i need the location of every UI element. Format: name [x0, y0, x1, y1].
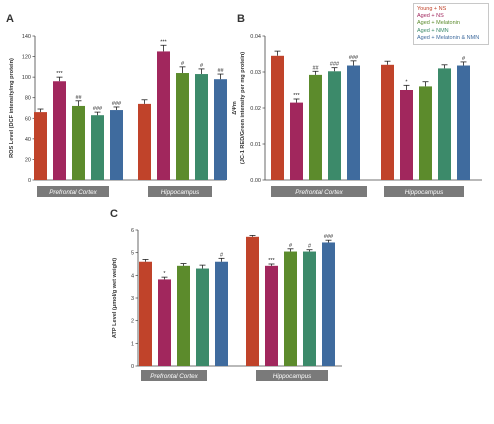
y-axis-label: ATP Level (μmol/g wet weight) [112, 258, 118, 338]
significance-label: # [289, 243, 293, 249]
chart-panel-c: C 0 1 2 3 4 5 6 ATP Level (μmol/g wet weight) * # P… [110, 208, 342, 381]
bar [457, 65, 470, 180]
significance-label: # [200, 63, 204, 69]
significance-label: ## [312, 65, 319, 71]
bar [303, 251, 316, 366]
bar [322, 242, 335, 366]
bar [271, 55, 284, 180]
bar [177, 265, 190, 366]
panel-label: C [110, 208, 118, 220]
category-label: Hippocampus [161, 189, 200, 196]
significance-label: ### [324, 234, 334, 240]
bar [400, 90, 413, 180]
y-tick-label: 80 [25, 96, 31, 102]
bar [347, 65, 360, 180]
bar [91, 115, 104, 180]
bar [196, 268, 209, 366]
bar [309, 74, 322, 180]
category-label: Hippocampus [273, 373, 312, 380]
y-tick-label: 0.03 [250, 70, 261, 76]
y-tick-label: 20 [25, 157, 31, 163]
category-label-box [37, 186, 109, 197]
category-label: Prefrontal Cortex [150, 373, 198, 380]
y-tick-label: 5 [131, 251, 134, 257]
significance-label: *** [268, 258, 275, 264]
y-tick-label: 120 [22, 55, 31, 61]
category-label-box [148, 186, 212, 197]
category-label-box [271, 186, 367, 197]
bar [214, 79, 227, 180]
bar [158, 279, 171, 366]
significance-label: # [308, 244, 312, 250]
significance-label: # [462, 56, 466, 62]
y-tick-label: 0.02 [250, 106, 261, 112]
y-tick-label: 6 [131, 228, 134, 234]
y-tick-label: 4 [131, 273, 134, 279]
bar [138, 103, 151, 180]
panel-label: B [237, 13, 245, 25]
bar [438, 68, 451, 180]
bar [72, 105, 85, 180]
y-tick-label: 140 [22, 34, 31, 40]
significance-label: ## [217, 68, 224, 74]
y-tick-label: 0.00 [250, 178, 261, 184]
bar [195, 74, 208, 180]
y-tick-label: 40 [25, 137, 31, 143]
y-axis-label: (JC-1 RED/Green intensity per mg protein… [240, 52, 246, 164]
y-tick-label: 60 [25, 116, 31, 122]
category-label: Prefrontal Cortex [295, 189, 343, 196]
y-tick-label: 1 [131, 341, 134, 347]
bar [381, 64, 394, 180]
legend-item-aged-ns: Aged + NS [417, 13, 444, 20]
significance-label: *** [160, 39, 167, 45]
significance-label: # [181, 61, 185, 67]
bar [265, 265, 278, 366]
bar [34, 112, 47, 180]
chart-panel-b: B 0.00 0.01 0.02 0.03 0.04 ΔΨm (JC-1 RED/Green … [232, 13, 482, 197]
bar [290, 102, 303, 180]
bar [215, 261, 228, 366]
chart-legend: Young + NS Aged + NS Aged + Melatonin Ag… [413, 3, 489, 45]
legend-item-aged-melatonin-nmn: Aged + Melatonin & NMN [417, 34, 480, 41]
bar [110, 110, 123, 180]
significance-label: ### [330, 62, 340, 68]
significance-label: *** [56, 71, 63, 77]
y-axis-label: ΔΨm [232, 101, 238, 115]
y-tick-label: 0 [131, 364, 134, 370]
bar [328, 71, 341, 180]
legend-item-young-ns: Young + NS [417, 6, 447, 12]
y-tick-label: 0 [28, 178, 31, 184]
bar [53, 81, 66, 180]
y-axis-label: ROS Level (DCF intensity/mg protein) [9, 58, 15, 158]
significance-label: ### [93, 106, 103, 112]
significance-label: *** [293, 93, 300, 99]
significance-label: ## [75, 95, 82, 101]
significance-label: * [405, 79, 408, 85]
category-label-box [256, 370, 328, 381]
y-tick-label: 0.01 [250, 142, 261, 148]
significance-label: * [163, 271, 166, 277]
y-tick-label: 2 [131, 319, 134, 325]
category-label-box [384, 186, 464, 197]
significance-label: # [220, 252, 224, 258]
bar [139, 261, 152, 366]
category-label: Hippocampus [405, 189, 444, 196]
y-tick-label: 3 [131, 296, 134, 302]
bar [284, 251, 297, 366]
panel-label: A [6, 13, 14, 25]
y-tick-label: 0.04 [250, 34, 261, 40]
legend-item-aged-melatonin: Aged + Melatonin [417, 20, 460, 27]
bar [246, 236, 259, 366]
bar [419, 86, 432, 180]
legend-item-aged-nmn: Aged + NMN [417, 27, 449, 34]
bar [157, 51, 170, 180]
significance-label: ### [112, 101, 122, 107]
significance-label: ### [349, 55, 359, 61]
chart-panel-a: A 0 20 40 60 80 100 120 140 ROS Level (DCF intens… [6, 13, 227, 197]
y-tick-label: 100 [22, 75, 31, 81]
bar [176, 73, 189, 180]
category-label-box [141, 370, 207, 381]
category-label: Prefrontal Cortex [49, 189, 97, 196]
